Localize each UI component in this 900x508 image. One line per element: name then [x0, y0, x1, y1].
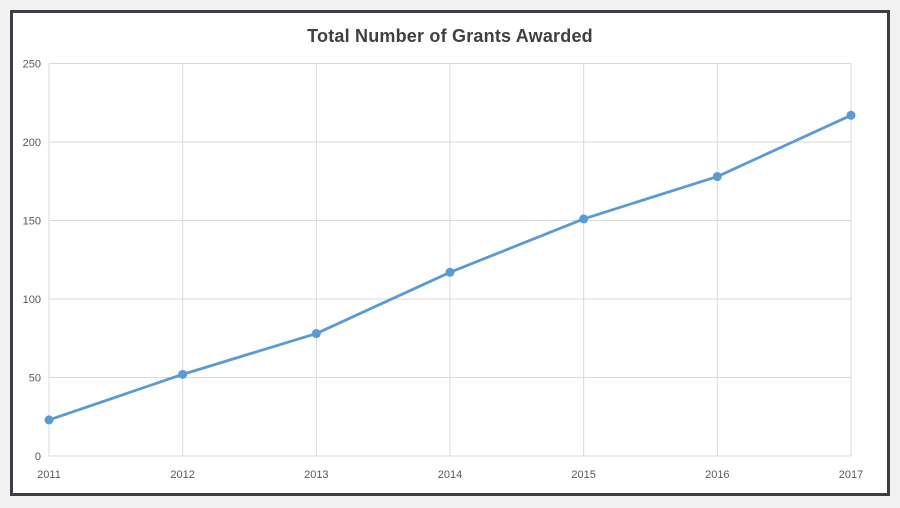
- x-tick-label: 2017: [839, 469, 863, 481]
- x-tick-label: 2013: [304, 469, 328, 481]
- data-point: [178, 369, 188, 379]
- x-tick-label: 2012: [170, 469, 194, 481]
- x-tick-label: 2011: [37, 469, 61, 481]
- x-tick-label: 2016: [705, 469, 729, 481]
- y-tick-label: 50: [29, 373, 41, 385]
- y-tick-label: 150: [23, 216, 41, 228]
- y-tick-label: 200: [23, 137, 41, 149]
- data-point: [44, 415, 54, 425]
- chart-title: Total Number of Grants Awarded: [307, 26, 593, 46]
- x-tick-label: 2015: [571, 469, 595, 481]
- data-point: [311, 329, 321, 339]
- data-point: [579, 214, 589, 224]
- y-tick-label: 100: [23, 294, 41, 306]
- y-tick-label: 0: [35, 451, 41, 463]
- y-tick-label: 250: [23, 59, 41, 71]
- data-point: [846, 110, 856, 120]
- data-point: [712, 172, 722, 182]
- data-point: [445, 267, 455, 277]
- x-tick-label: 2014: [438, 469, 462, 481]
